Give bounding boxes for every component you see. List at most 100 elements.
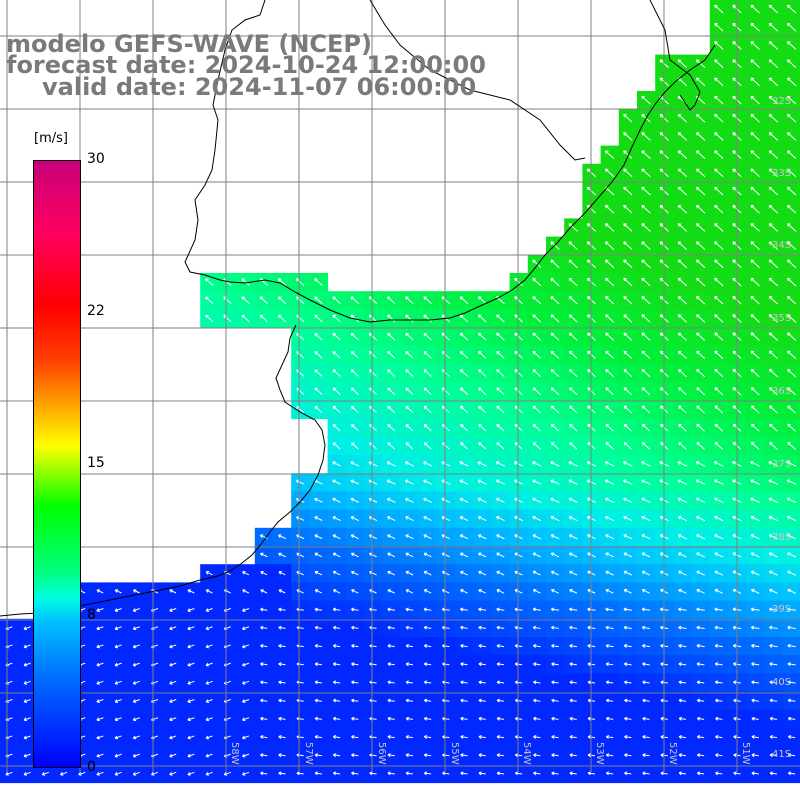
wind-arrow <box>750 588 760 594</box>
wind-arrow <box>459 479 469 485</box>
wind-arrow <box>768 314 779 323</box>
wind-arrow <box>623 625 632 630</box>
wind-arrow <box>114 644 122 649</box>
wind-arrow <box>696 423 705 432</box>
wind-arrow <box>277 278 287 286</box>
wind-arrow <box>496 680 505 685</box>
wind-arrow <box>768 461 779 467</box>
wind-arrow <box>132 662 140 667</box>
wind-arrow <box>314 698 323 703</box>
wind-arrow <box>568 296 578 305</box>
wind-arrow <box>260 589 268 594</box>
wind-arrow <box>260 680 268 685</box>
wind-arrow <box>405 387 414 395</box>
wind-arrow <box>423 461 433 467</box>
wind-arrow <box>605 588 614 594</box>
wind-arrow <box>351 698 359 703</box>
wind-arrow <box>187 771 195 776</box>
wind-arrow <box>460 698 468 703</box>
wind-arrow <box>405 607 414 612</box>
wind-arrow <box>695 186 706 196</box>
lat-label-35s: 35S <box>772 313 792 324</box>
wind-arrow <box>678 716 687 721</box>
wind-arrow <box>751 753 759 758</box>
wind-arrow <box>496 534 505 540</box>
wind-arrow <box>623 241 633 250</box>
wind-arrow <box>641 95 651 105</box>
wind-arrow <box>605 515 615 522</box>
wind-arrow <box>714 625 723 630</box>
wind-arrow <box>677 295 688 305</box>
wind-arrow <box>514 570 523 576</box>
wind-arrow <box>696 295 706 305</box>
wind-arrow <box>605 296 615 305</box>
wind-arrow <box>768 387 778 396</box>
wind-arrow <box>405 570 414 576</box>
wind-arrow <box>695 113 706 123</box>
wind-arrow <box>423 698 432 703</box>
wind-arrow <box>405 350 414 359</box>
wind-arrow <box>786 132 797 141</box>
wind-arrow <box>41 771 49 776</box>
wind-arrow <box>459 497 469 503</box>
wind-arrow <box>551 680 559 685</box>
wind-arrow <box>151 771 159 776</box>
wind-arrow <box>677 168 688 178</box>
wind-arrow <box>750 479 761 485</box>
wind-arrow <box>242 753 250 758</box>
wind-arrow <box>513 461 524 467</box>
wind-arrow <box>114 753 122 758</box>
wind-arrow <box>478 753 486 758</box>
wind-arrow <box>714 204 724 214</box>
wind-arrow <box>478 643 486 648</box>
wind-arrow <box>641 332 651 341</box>
wind-arrow <box>423 497 432 503</box>
wind-arrow <box>750 515 760 522</box>
wind-arrow <box>641 461 651 467</box>
wind-arrow <box>423 350 432 359</box>
wind-arrow <box>314 643 323 648</box>
wind-arrow <box>787 332 797 341</box>
wind-arrow <box>423 405 432 414</box>
wind-arrow <box>278 716 286 721</box>
wind-arrow <box>623 132 633 141</box>
wind-arrow <box>404 461 414 467</box>
wind-arrow <box>678 423 687 432</box>
wind-arrow <box>23 753 31 758</box>
wind-arrow <box>550 369 560 377</box>
wind-arrow <box>696 314 706 323</box>
wind-arrow <box>623 607 632 612</box>
wind-arrow <box>786 223 797 232</box>
wind-arrow <box>569 607 578 612</box>
wind-arrow <box>96 626 104 631</box>
wind-arrow <box>714 295 724 305</box>
wind-arrow <box>514 534 523 540</box>
wind-arrow <box>750 314 760 323</box>
wind-arrow <box>386 461 396 467</box>
wind-arrow <box>623 662 632 667</box>
wind-arrow <box>532 515 542 522</box>
wind-arrow <box>787 387 797 396</box>
wind-arrow <box>787 441 796 450</box>
wind-arrow <box>423 771 432 776</box>
wind-arrow <box>623 405 633 414</box>
wind-arrow <box>423 716 432 721</box>
wind-arrow <box>714 4 724 14</box>
wind-arrow <box>678 680 687 685</box>
wind-arrow <box>405 534 414 540</box>
wind-arrow <box>5 771 13 776</box>
wind-arrow <box>460 643 468 648</box>
wind-arrow <box>605 314 615 323</box>
wind-arrow <box>769 441 778 450</box>
wind-arrow <box>514 497 524 503</box>
wind-arrow <box>750 277 760 287</box>
wind-arrow <box>696 716 705 721</box>
wind-arrow <box>550 423 560 432</box>
wind-arrow <box>715 734 723 739</box>
wind-arrow <box>96 662 104 667</box>
wind-arrow <box>350 387 359 395</box>
wind-arrow <box>314 351 323 359</box>
wind-arrow <box>678 570 687 576</box>
wind-arrow <box>750 113 760 123</box>
